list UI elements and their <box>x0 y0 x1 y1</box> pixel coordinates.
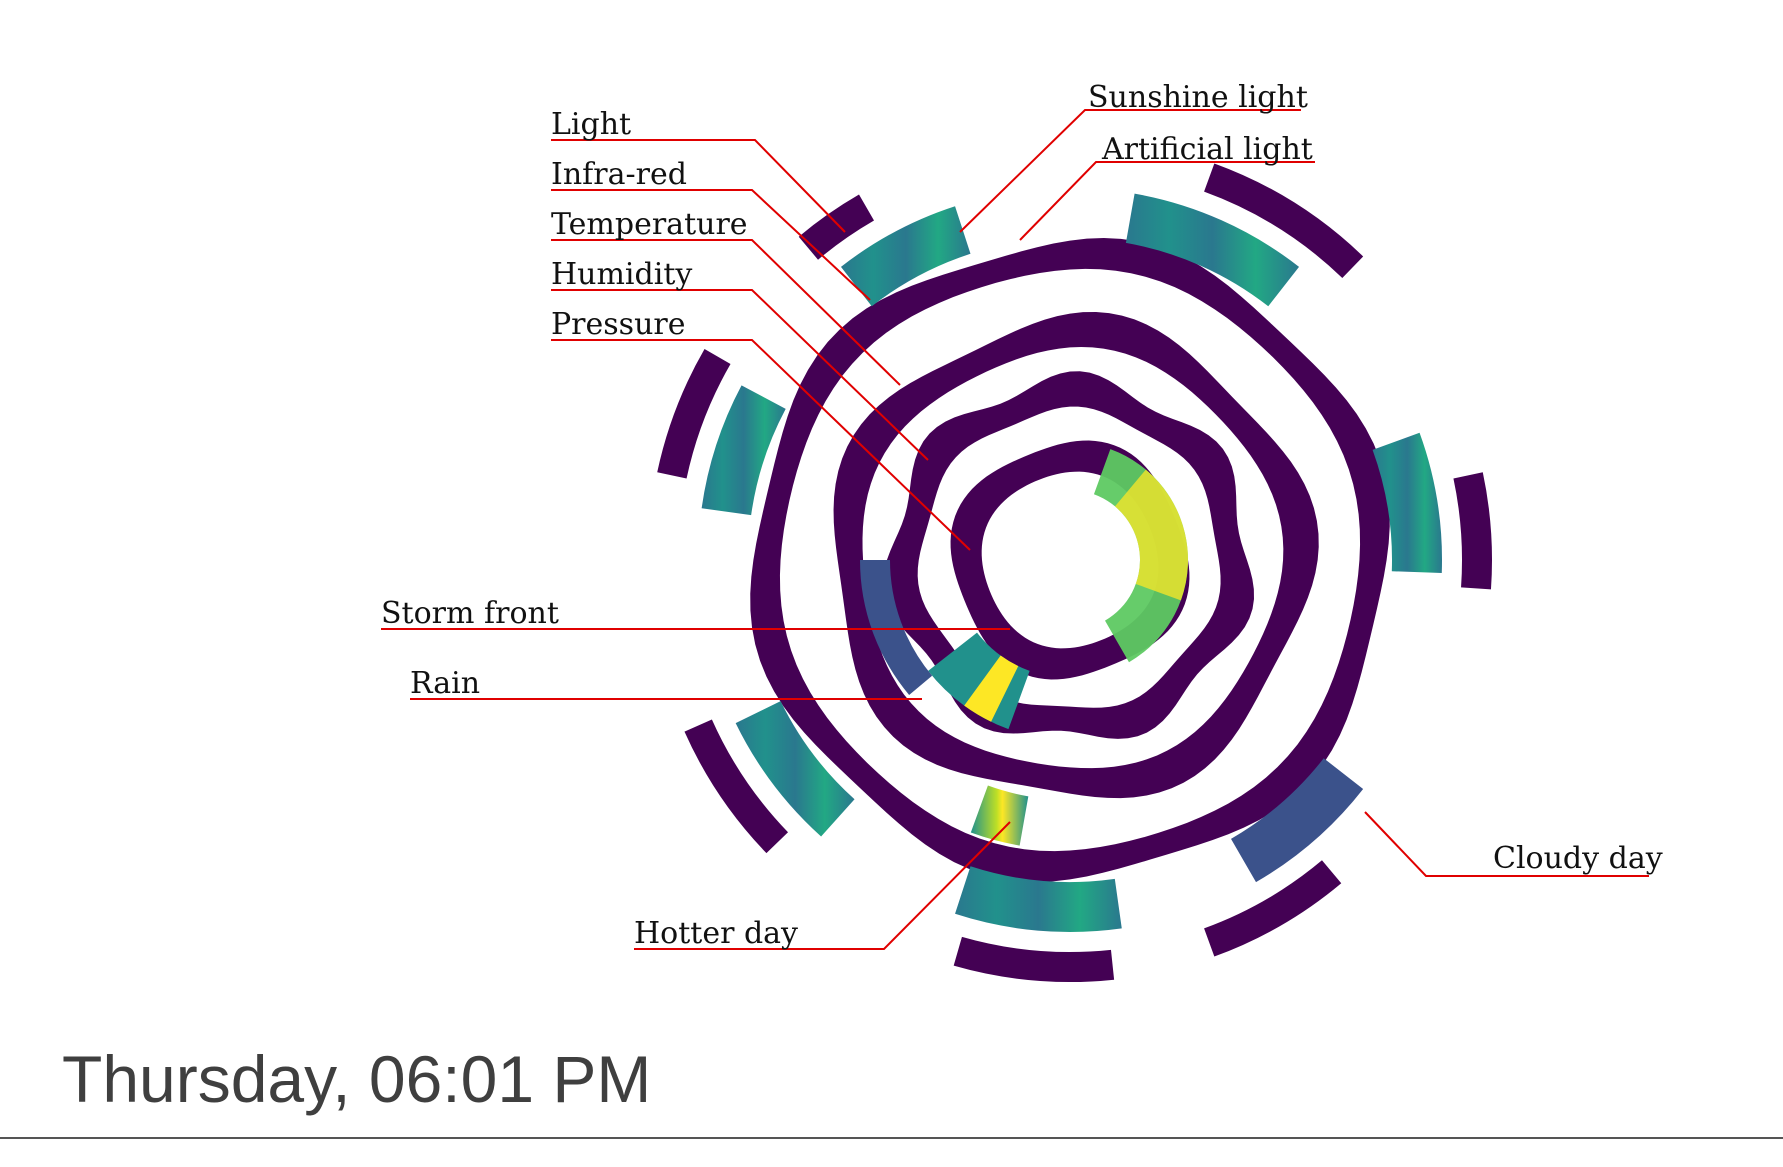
label-sunshine-light: Sunshine light <box>1088 80 1308 115</box>
leader-sunshine-light <box>959 109 1301 233</box>
infrared-segment-ne <box>1125 193 1300 307</box>
outer-segments <box>657 163 1492 982</box>
ring-humidity <box>883 371 1254 739</box>
infrared-segment-nw <box>840 206 971 307</box>
spike-cloudy-se <box>1204 860 1342 957</box>
rain-peak <box>964 655 1019 722</box>
label-rain: Rain <box>410 666 480 701</box>
infrared-segment-s <box>955 866 1122 932</box>
spike-light-s <box>953 936 1115 982</box>
spike-light-ne <box>1204 163 1364 279</box>
leader-lines <box>381 109 1649 950</box>
footer-divider <box>0 1137 1783 1139</box>
label-temperature: Temperature <box>551 207 748 242</box>
spike-light-w <box>657 349 731 479</box>
spike-light-e <box>1453 472 1492 590</box>
label-cloudy-day: Cloudy day <box>1493 841 1663 876</box>
label-light: Light <box>551 107 631 142</box>
leader-hotter-day <box>634 821 1011 950</box>
spike-light-sw <box>684 719 789 854</box>
label-artificial-light: Artificial light <box>1101 132 1313 167</box>
hotter-day-marker <box>970 785 1029 846</box>
temperature-highlight <box>860 560 933 695</box>
label-pressure: Pressure <box>551 307 686 342</box>
leader-artificial-light <box>1019 161 1315 241</box>
label-humidity: Humidity <box>551 257 692 292</box>
rain-segment <box>928 632 1030 730</box>
label-hotter-day: Hotter day <box>634 916 798 951</box>
pressure-peak <box>1114 469 1189 601</box>
data-rings <box>750 238 1390 882</box>
leader-temperature <box>551 239 901 386</box>
spike-light-nw <box>798 194 874 260</box>
infrared-segment-e <box>1372 432 1443 573</box>
infrared-segment-w <box>701 385 786 516</box>
leader-infrared <box>551 189 871 301</box>
leader-light <box>551 139 846 233</box>
timestamp: Thursday, 06:01 PM <box>62 1042 652 1116</box>
leader-humidity <box>551 289 929 461</box>
leader-pressure <box>551 339 971 551</box>
label-infrared: Infra-red <box>551 157 687 192</box>
infrared-segment-sw <box>735 701 855 837</box>
infrared-segment-se <box>1231 758 1364 883</box>
leader-cloudy-day <box>1364 811 1649 877</box>
label-storm-front: Storm front <box>381 596 559 631</box>
